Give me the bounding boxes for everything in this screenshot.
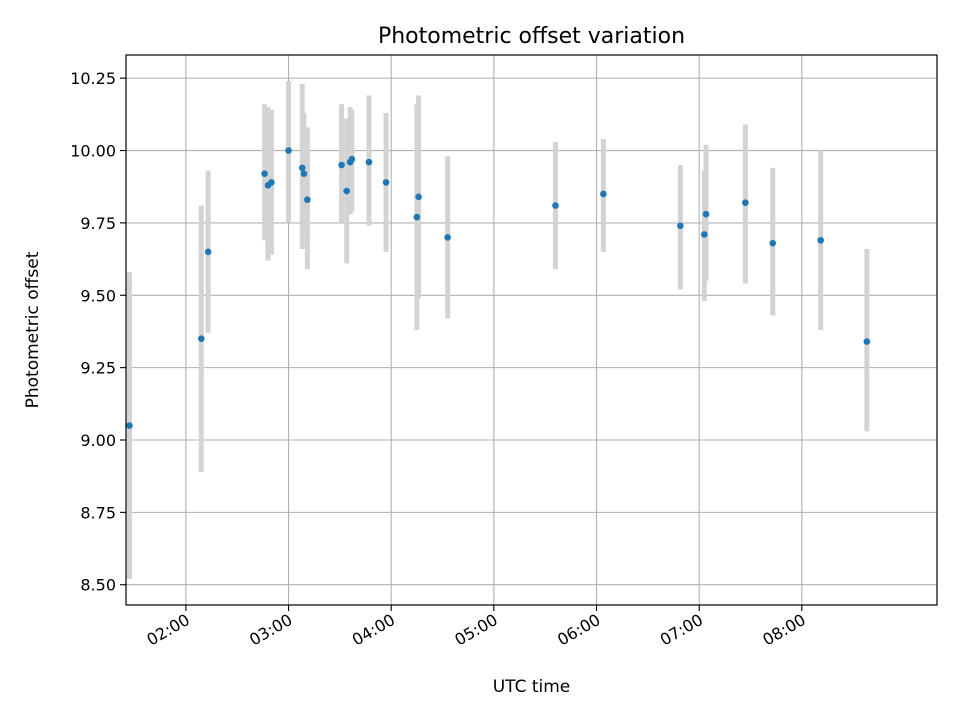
data-point xyxy=(701,231,708,238)
data-point xyxy=(298,164,306,172)
data-point xyxy=(769,239,777,247)
data-point xyxy=(817,236,824,244)
y-axis-ticks: 8.50 8.75 9.00 9.25 9.50 9.75 10.00 10.25 xyxy=(70,69,126,595)
data-point xyxy=(285,147,292,154)
data-point xyxy=(197,335,205,342)
data-point xyxy=(677,222,684,230)
y-tick-label: 8.50 xyxy=(80,576,116,595)
data-point xyxy=(702,210,710,218)
grid-lines xyxy=(126,55,937,605)
y-tick-label: 8.75 xyxy=(80,503,116,522)
y-tick-label: 9.50 xyxy=(80,286,116,305)
y-tick-label: 9.75 xyxy=(80,214,116,233)
data-point xyxy=(600,190,607,198)
y-tick-label: 9.25 xyxy=(80,359,116,378)
data-point xyxy=(382,179,390,186)
y-tick-label: 10.25 xyxy=(70,69,116,88)
x-axis-label: UTC time xyxy=(493,677,571,697)
data-point xyxy=(348,155,356,163)
chart-title: Photometric offset variation xyxy=(378,24,685,49)
plot-frame xyxy=(125,54,938,606)
data-point xyxy=(261,170,268,177)
data-point xyxy=(300,170,308,177)
data-point xyxy=(415,193,422,201)
data-point xyxy=(365,158,373,166)
data-point xyxy=(742,199,749,206)
data-point xyxy=(204,248,212,256)
y-tick-label: 9.00 xyxy=(80,431,116,450)
data-point xyxy=(552,202,559,209)
data-point xyxy=(268,179,275,186)
data-point xyxy=(338,161,345,169)
data-point xyxy=(304,196,311,204)
data-point xyxy=(863,338,871,345)
y-tick-label: 10.00 xyxy=(70,142,116,161)
data-point xyxy=(126,422,133,429)
y-axis-label: Photometric offset xyxy=(23,251,43,408)
data-point xyxy=(444,234,451,241)
plot-background xyxy=(126,55,937,605)
data-points xyxy=(126,147,871,429)
data-point xyxy=(343,187,351,195)
data-point xyxy=(413,213,421,221)
